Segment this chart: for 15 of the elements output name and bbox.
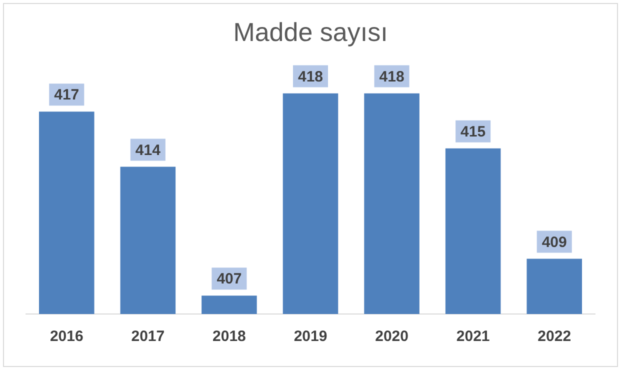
x-tick-label: 2018	[212, 328, 246, 346]
data-label: 407	[216, 270, 242, 288]
x-tick-label: 2016	[50, 328, 84, 346]
data-label: 417	[54, 86, 80, 104]
x-tick-label: 2022	[538, 328, 572, 346]
x-tick-label: 2019	[294, 328, 328, 346]
data-label: 418	[298, 68, 324, 86]
x-tick-label: 2021	[456, 328, 490, 346]
data-label: 418	[379, 68, 404, 86]
chart-title: Madde sayısı	[233, 16, 388, 47]
x-tick-label: 2020	[375, 328, 408, 346]
x-tick-label: 2017	[131, 328, 165, 346]
data-label: 415	[460, 124, 486, 141]
data-label: 409	[542, 234, 567, 251]
data-label: 414	[135, 142, 162, 159]
